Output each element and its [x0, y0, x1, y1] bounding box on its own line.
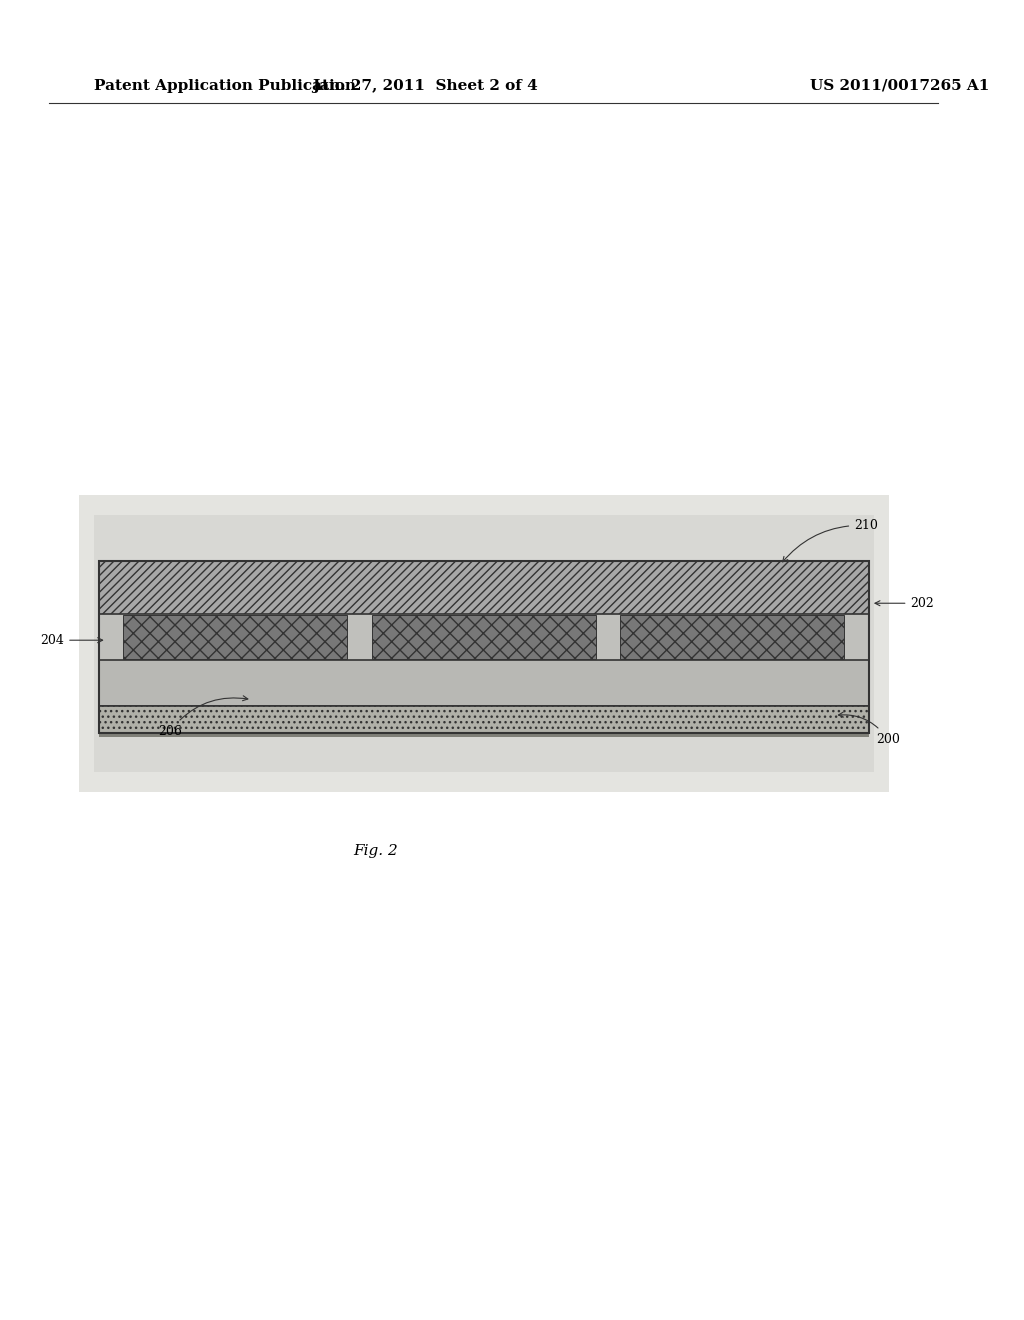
Text: Fig. 2: Fig. 2 [353, 845, 397, 858]
Text: 206: 206 [158, 696, 248, 738]
Text: Patent Application Publication: Patent Application Publication [94, 79, 355, 92]
Text: US 2011/0017265 A1: US 2011/0017265 A1 [810, 79, 989, 92]
Text: 204: 204 [40, 634, 102, 647]
Bar [98, 733, 869, 737]
Bar [98, 561, 869, 733]
Text: Jan. 27, 2011  Sheet 2 of 4: Jan. 27, 2011 Sheet 2 of 4 [311, 79, 538, 92]
Bar [124, 615, 347, 659]
Bar [621, 615, 845, 659]
Bar [98, 660, 869, 706]
Bar [98, 706, 869, 733]
Bar [79, 495, 889, 792]
Bar [98, 614, 869, 660]
Bar [98, 561, 869, 614]
Bar [94, 515, 873, 772]
Text: 200: 200 [839, 711, 900, 746]
Bar [372, 615, 596, 659]
Text: 202: 202 [874, 597, 934, 610]
Text: 210: 210 [782, 519, 878, 562]
